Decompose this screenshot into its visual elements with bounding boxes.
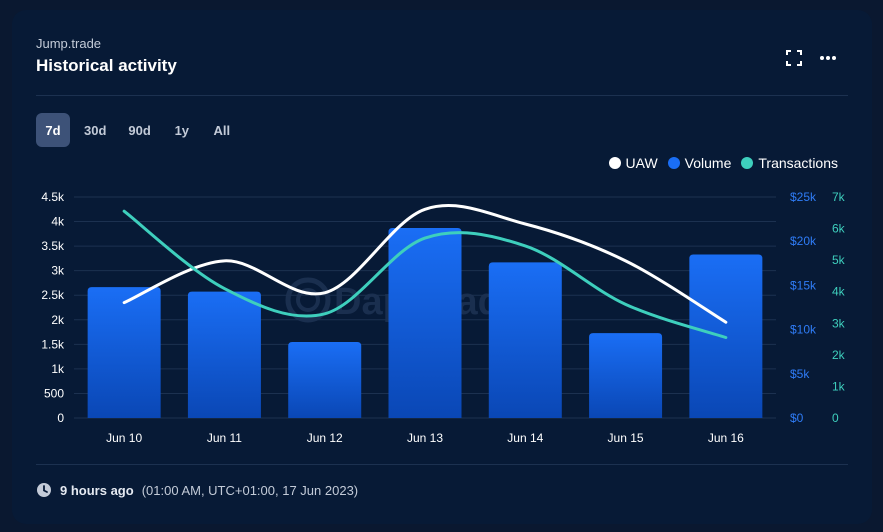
volume-bar: [187, 291, 261, 418]
tab-7d[interactable]: 7d: [36, 113, 70, 147]
legend-dot-uaw: [608, 157, 621, 169]
time-range-tabs: 7d 30d 90d 1y All: [36, 113, 239, 147]
clock-icon: [37, 483, 51, 497]
last-updated: 9 hours ago (01:00 AM, UTC+01:00, 17 Jun…: [36, 482, 358, 498]
legend-item-transactions[interactable]: Transactions: [741, 155, 838, 171]
chart-legend: UAW Volume Transactions: [608, 155, 838, 171]
more-options-button[interactable]: [818, 48, 838, 68]
y-tick-label-uaw: 0: [57, 411, 64, 425]
volume-bar: [87, 287, 161, 418]
y-tick-label-transactions: 2k: [832, 348, 846, 362]
legend-dot-transactions: [741, 157, 754, 169]
legend-item-uaw[interactable]: UAW: [608, 155, 658, 171]
y-tick-label-transactions: 0: [832, 411, 839, 425]
y-tick-label-uaw: 2k: [51, 313, 65, 327]
x-tick-label: Jun 12: [307, 431, 343, 445]
y-tick-label-uaw: 2.5k: [41, 288, 65, 302]
x-tick-label: Jun 14: [507, 431, 543, 445]
y-tick-label-uaw: 4k: [51, 215, 65, 229]
x-tick-label: Jun 15: [608, 431, 644, 445]
more-horizontal-icon: [820, 56, 836, 60]
transactions-line: [122, 209, 728, 339]
expand-button[interactable]: [784, 48, 804, 68]
x-tick-label: Jun 10: [106, 431, 142, 445]
y-tick-label-transactions: 5k: [832, 253, 846, 267]
y-tick-label-uaw: 3k: [51, 264, 65, 278]
x-tick-label: Jun 11: [207, 431, 242, 445]
y-tick-label-volume: $20k: [790, 234, 817, 248]
y-tick-label-volume: $5k: [790, 367, 810, 381]
volume-bar: [288, 341, 362, 418]
y-tick-label-transactions: 4k: [832, 285, 846, 299]
y-tick-label-transactions: 1k: [832, 379, 846, 393]
fullscreen-icon: [786, 50, 802, 66]
volume-bar: [488, 262, 562, 418]
header-divider: [36, 95, 848, 96]
card-title: Historical activity: [36, 56, 177, 75]
legend-label-transactions: Transactions: [758, 155, 838, 171]
y-tick-label-volume: $10k: [790, 323, 817, 337]
project-name: Jump.trade: [36, 36, 102, 51]
volume-bar: [589, 333, 663, 418]
legend-dot-volume: [667, 157, 680, 169]
tab-30d[interactable]: 30d: [84, 122, 107, 138]
y-tick-label-uaw: 1k: [51, 362, 65, 376]
tab-all[interactable]: All: [213, 122, 231, 138]
y-tick-label-uaw: 1.5k: [41, 337, 65, 351]
y-tick-label-volume: $15k: [790, 278, 817, 292]
legend-item-volume[interactable]: Volume: [667, 155, 732, 171]
tab-1y[interactable]: 1y: [174, 122, 190, 138]
historical-activity-card: Jump.trade Historical activity 7d 30d 90…: [12, 10, 872, 524]
timestamp-detail: (01:00 AM, UTC+01:00, 17 Jun 2023): [141, 482, 359, 498]
y-tick-label-transactions: 3k: [832, 316, 846, 330]
relative-time: 9 hours ago: [60, 482, 134, 498]
y-tick-label-uaw: 3.5k: [41, 239, 65, 253]
y-tick-label-uaw: 500: [44, 386, 64, 400]
x-tick-label: Jun 16: [708, 431, 744, 445]
footer-divider: [36, 464, 848, 465]
uaw-line: [122, 204, 728, 324]
y-tick-label-volume: $25k: [790, 190, 817, 204]
tab-90d[interactable]: 90d: [128, 122, 151, 138]
y-tick-label-transactions: 6k: [832, 222, 846, 236]
y-tick-label-uaw: 4.5k: [41, 190, 65, 204]
volume-bar: [388, 227, 462, 418]
legend-label-volume: Volume: [684, 155, 732, 171]
y-tick-label-volume: $0: [790, 411, 804, 425]
y-tick-label-transactions: 7k: [832, 190, 846, 204]
legend-label-uaw: UAW: [625, 155, 658, 171]
x-tick-label: Jun 13: [407, 431, 443, 445]
